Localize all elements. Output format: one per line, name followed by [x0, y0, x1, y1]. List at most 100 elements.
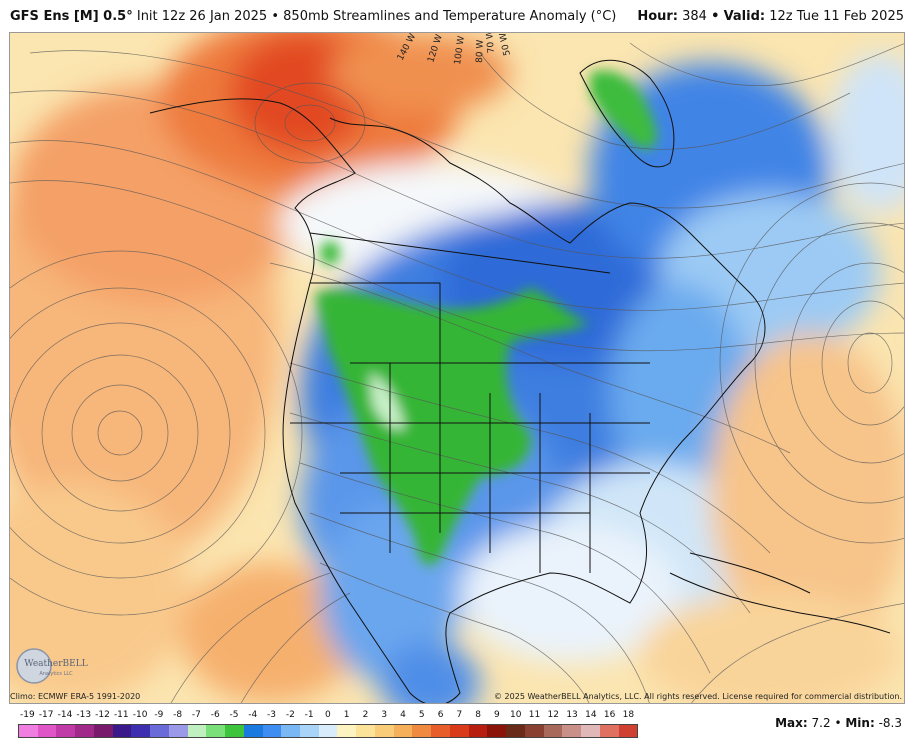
legend-swatch: [37, 725, 57, 737]
legend-swatch: [618, 725, 638, 737]
coastlines: [149, 59, 891, 703]
legend-tick: 18: [622, 710, 635, 720]
legend-tick: -2: [285, 710, 295, 720]
color-legend: -19 -17 -14 -13 -12 -11 -10 -9 -8 -7 -6 -5 -4 -3 -2 -1 0…: [18, 708, 638, 748]
legend-tick: 8: [475, 710, 481, 720]
legend-tick: 7: [456, 710, 463, 720]
legend-tick: -7: [191, 710, 201, 720]
copyright-note: © 2025 WeatherBELL Analytics, LLC. All r…: [494, 692, 902, 701]
degree-mark: °: [126, 8, 133, 24]
logo-text: WeatherBELL: [24, 659, 87, 669]
legend-swatch: [412, 725, 432, 737]
legend-swatch: [599, 725, 619, 737]
logo-subtext: Analytics LLC: [39, 671, 73, 677]
title-right: Hour: 384 • Valid: 12z Tue 11 Feb 2025: [637, 9, 904, 24]
legend-tick: 4: [400, 710, 406, 720]
legend-tick: 0: [325, 710, 331, 720]
streamlines: [10, 42, 904, 703]
legend-swatch: [93, 725, 113, 737]
legend-tick: 14: [585, 710, 597, 720]
legend-swatch: [281, 725, 301, 737]
valid-separator: •: [711, 8, 720, 24]
max-value: 7.2: [811, 716, 831, 730]
title-left: GFS Ens [M] 0.5° Init 12z 26 Jan 2025 • …: [10, 9, 616, 24]
legend-tick: -10: [132, 710, 148, 720]
legend-swatch: [19, 725, 38, 737]
max-min-readout: Max: 7.2 • Min: -8.3: [775, 716, 902, 730]
legend-swatch: [524, 725, 544, 737]
legend-tick: 3: [381, 710, 388, 720]
legend-tick: -19: [20, 710, 35, 720]
legend-swatch: [543, 725, 563, 737]
legend-tick: -12: [95, 710, 110, 720]
legend-swatch: [449, 725, 469, 737]
legend-tick: -13: [76, 710, 92, 720]
map-header: GFS Ens [M] 0.5° Init 12z 26 Jan 2025 • …: [0, 0, 914, 32]
valid-label: Valid:: [723, 8, 766, 24]
legend-swatch: [393, 725, 413, 737]
legend-swatch: [468, 725, 488, 737]
min-label: Min:: [845, 716, 875, 730]
cold-anomaly-core: [315, 70, 657, 566]
legend-tick: -5: [229, 710, 239, 720]
hour-value: 384: [682, 8, 707, 24]
legend-tick: 6: [437, 710, 444, 720]
legend-tick: -14: [57, 710, 73, 720]
lon-label: 70 W: [485, 33, 497, 54]
legend-swatch: [506, 725, 525, 737]
lon-label: 50 W: [498, 33, 513, 56]
legend-swatch: [131, 725, 151, 737]
legend-tick: 16: [603, 710, 616, 720]
legend-swatch: [337, 725, 357, 737]
stats-separator: •: [834, 716, 842, 730]
legend-tick: -9: [154, 710, 164, 720]
legend-tick: -6: [210, 710, 220, 720]
legend-tick: 10: [509, 710, 522, 720]
legend-tick: 5: [418, 710, 425, 720]
legend-swatch: [150, 725, 169, 737]
legend-color-bar: [18, 724, 638, 738]
legend-swatch: [374, 725, 394, 737]
product-name: 850mb Streamlines and Temperature Anomal…: [283, 8, 617, 24]
legend-tick: -4: [248, 710, 258, 720]
title-separator: •: [271, 8, 280, 24]
legend-swatch: [56, 725, 76, 737]
map-canvas: 140 W 120 W 100 W 80 W 70 W 50 W: [10, 33, 904, 703]
legend-tick: 1: [343, 710, 350, 720]
legend-tick-labels: -19 -17 -14 -13 -12 -11 -10 -9 -8 -7 -6 -5 -4 -3 -2 -1 0…: [18, 708, 638, 722]
legend-tick: -8: [173, 710, 183, 720]
legend-tick: 13: [566, 710, 578, 720]
legend-swatch: [487, 725, 507, 737]
legend-tick: 11: [528, 710, 541, 720]
legend-tick: 12: [547, 710, 559, 720]
legend-swatch: [168, 725, 188, 737]
lon-label: 80 W: [475, 39, 486, 63]
legend-tick: -3: [267, 710, 277, 720]
anomaly-map: 140 W 120 W 100 W 80 W 70 W 50 W: [9, 32, 905, 704]
climo-note: Climo: ECMWF ERA-5 1991-2020: [10, 692, 141, 701]
init-time: Init 12z 26 Jan 2025: [136, 8, 268, 24]
legend-tick: -11: [113, 710, 129, 720]
legend-swatch: [318, 725, 338, 737]
legend-swatch: [206, 725, 226, 737]
weatherbell-logo: WeatherBELL Analytics LLC: [16, 648, 88, 684]
legend-swatch: [112, 725, 132, 737]
legend-tick: 9: [494, 710, 500, 720]
hour-label: Hour:: [637, 8, 678, 24]
valid-value: 12z Tue 11 Feb 2025: [769, 8, 904, 24]
legend-swatch: [581, 725, 600, 737]
legend-swatch: [300, 725, 319, 737]
max-label: Max:: [775, 716, 808, 730]
model-name: GFS Ens [M] 0.5: [10, 8, 127, 24]
min-value: -8.3: [878, 716, 902, 730]
legend-swatch: [187, 725, 207, 737]
legend-swatch: [262, 725, 282, 737]
legend-tick: -17: [38, 710, 54, 720]
lon-label: 100 W: [453, 35, 467, 65]
legend-tick: -1: [304, 710, 314, 720]
legend-swatch: [562, 725, 582, 737]
legend-swatch: [356, 725, 375, 737]
legend-swatch: [431, 725, 450, 737]
legend-swatch: [75, 725, 94, 737]
legend-swatch: [225, 725, 244, 737]
